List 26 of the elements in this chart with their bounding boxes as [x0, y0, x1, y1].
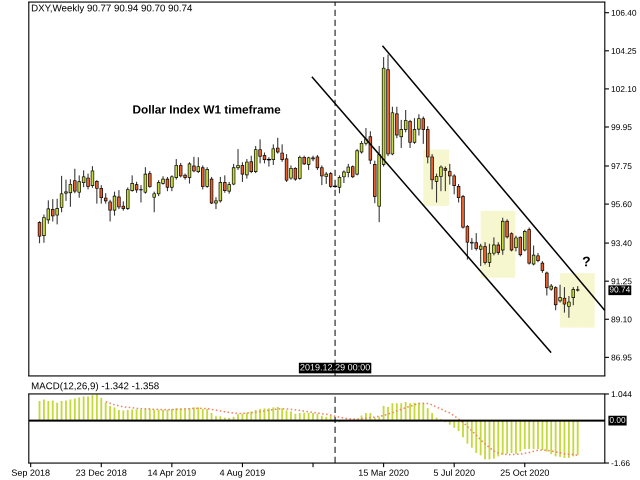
ref-line-label: 0.00 [610, 416, 626, 423]
y-tick-label: 1.044 [612, 391, 632, 398]
text: 90.74 [610, 286, 630, 292]
y-tick-label: 104.25 [612, 48, 636, 54]
annotation: ? [582, 256, 590, 266]
annotation: Dollar Index W1 timeframe [133, 105, 280, 114]
x-tick-label: 15 Mar 2020 [358, 469, 409, 476]
x-tick-label: 4 Aug 2019 [220, 469, 265, 478]
x-tick-label: 23 Dec 2018 [76, 469, 126, 476]
y-tick-label: 102.10 [612, 86, 636, 92]
y-tick-label: 91.25 [611, 278, 632, 284]
x-tick-label: 5 Jul 2020 [434, 469, 475, 476]
y-tick-label: 95.60 [611, 201, 632, 208]
y-tick-label: 106.40 [612, 10, 636, 16]
y-tick-label: 99.95 [611, 124, 632, 130]
ref-line-label: 2019.12.29 00:00 [300, 364, 370, 370]
chart-title: MACD(12,26,9) -1.342 -1.358 [32, 382, 159, 392]
x-tick-label: 14 Apr 2019 [148, 469, 196, 478]
x-tick-label: Sep 2018 [12, 469, 50, 478]
y-tick-label: 97.75 [611, 163, 632, 170]
x-tick-label: 25 Oct 2020 [500, 469, 550, 476]
y-tick-label: 89.10 [611, 316, 632, 322]
y-tick-label: 93.40 [611, 240, 632, 246]
y-tick-label: -1.66 [611, 460, 630, 466]
chart-title: DXY,Weekly 90.77 90.94 90.70 90.74 [32, 4, 192, 14]
y-tick-label: 86.95 [611, 354, 632, 360]
